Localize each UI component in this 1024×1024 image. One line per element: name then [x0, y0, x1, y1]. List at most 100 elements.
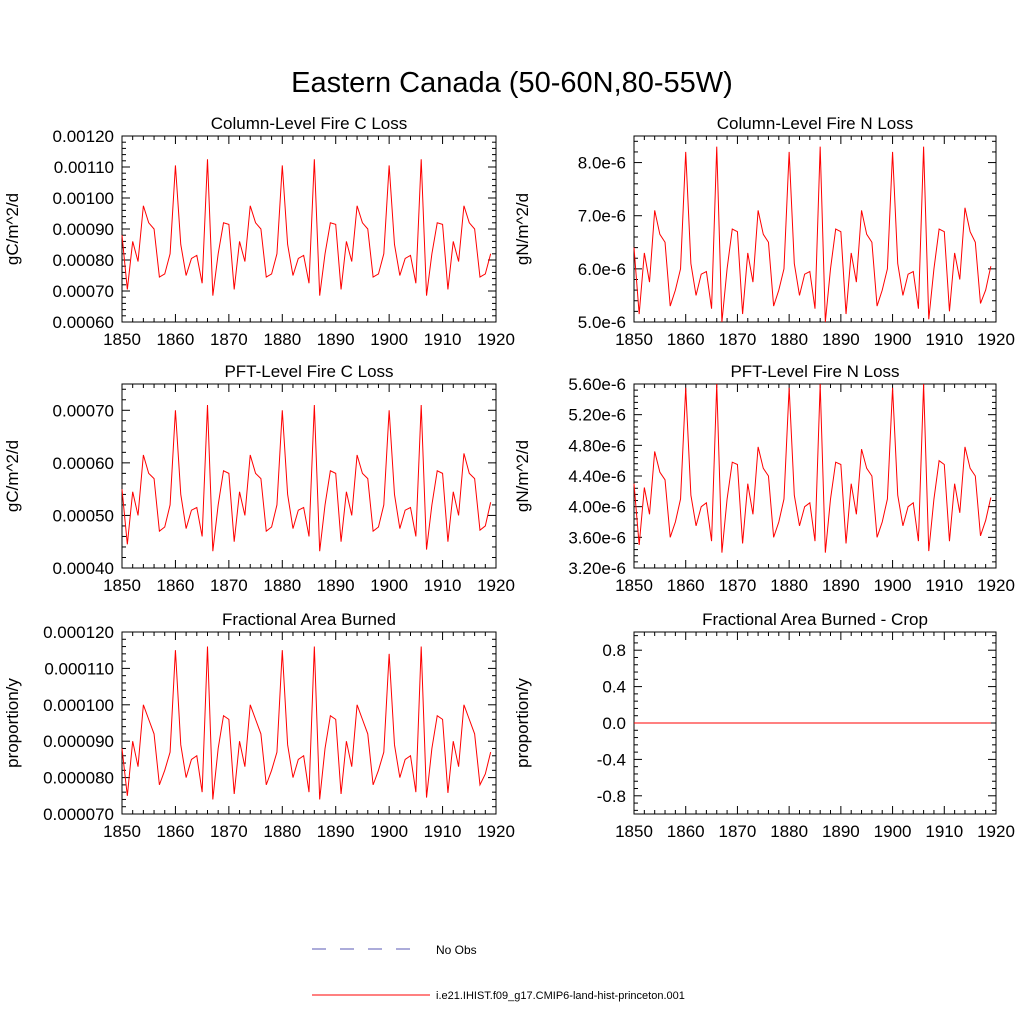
panel-3: PFT-Level Fire C Loss gC/m^2/d 1850 1860 187… [3, 362, 515, 595]
y-tick-label: 0.8 [602, 641, 626, 660]
x-tick-label: 1880 [263, 576, 301, 595]
y-tick-label: -0.4 [597, 750, 626, 769]
x-tick-label: 1900 [370, 330, 408, 349]
x-tick-label: 1910 [424, 330, 462, 349]
x-tick-label: 1900 [874, 330, 912, 349]
x-tick-label: 1920 [977, 822, 1015, 841]
y-tick-label: 0.000100 [43, 696, 114, 715]
y-tick-label: 0.000080 [43, 769, 114, 788]
y-tick-label: 0.00070 [53, 401, 114, 420]
y-tick-label: 0.000090 [43, 732, 114, 751]
panel-title: PFT-Level Fire C Loss [224, 362, 393, 381]
x-tick-label: 1920 [977, 330, 1015, 349]
series-line-1 [121, 159, 492, 296]
x-tick-label: 1890 [317, 822, 355, 841]
y-tick-label: -0.8 [597, 787, 626, 806]
x-tick-label: 1860 [667, 576, 705, 595]
y-axis-label: gN/m^2/d [513, 440, 532, 512]
panel-grid: Column-Level Fire C Loss gC/m^2/d 1850 1860… [3, 114, 1015, 841]
x-tick-label: 1850 [615, 330, 653, 349]
series-line-1 [633, 383, 992, 553]
x-tick-label: 1870 [210, 822, 248, 841]
panel-title: Column-Level Fire N Loss [717, 114, 914, 133]
x-tick-label: 1850 [103, 576, 141, 595]
x-tick-label: 1860 [667, 822, 705, 841]
x-tick-label: 1870 [210, 330, 248, 349]
plot-frame [121, 383, 497, 569]
plot-frame [633, 135, 997, 323]
y-tick-label: 0.00090 [53, 220, 114, 239]
x-tick-label: 1900 [874, 822, 912, 841]
x-tick-label: 1920 [977, 576, 1015, 595]
x-tick-label: 1870 [719, 576, 757, 595]
y-tick-label: 4.00e-6 [568, 498, 626, 517]
x-tick-label: 1900 [874, 576, 912, 595]
x-tick-label: 1910 [925, 576, 963, 595]
x-tick-label: 1910 [925, 330, 963, 349]
x-tick-label: 1870 [719, 330, 757, 349]
x-tick-label: 1910 [424, 576, 462, 595]
panel-6: Fractional Area Burned - Crop proportion/… [513, 610, 1015, 841]
y-tick-label: 0.00060 [53, 454, 114, 473]
y-tick-label: 5.20e-6 [568, 406, 626, 425]
y-tick-label: 0.0 [602, 714, 626, 733]
y-tick-label: 0.00120 [53, 127, 114, 146]
y-tick-label: 5.60e-6 [568, 375, 626, 394]
y-tick-label: 0.00110 [54, 158, 114, 177]
legend-model-label: i.e21.IHIST.f09_g17.CMIP6-land-hist-prin… [436, 990, 685, 1002]
y-tick-label: 0.00070 [53, 282, 114, 301]
panel-title: Fractional Area Burned - Crop [702, 610, 928, 629]
y-tick-label: 0.00040 [53, 559, 114, 578]
panel-4: PFT-Level Fire N Loss gN/m^2/d 1850 1860 187… [513, 362, 1015, 595]
plot-frame [121, 135, 497, 323]
y-axis-label: proportion/y [3, 678, 22, 768]
y-tick-label: 8.0e-6 [578, 154, 626, 173]
y-axis-label: proportion/y [513, 678, 532, 768]
x-tick-label: 1860 [157, 576, 195, 595]
panel-1: Column-Level Fire C Loss gC/m^2/d 1850 1860… [3, 114, 515, 349]
x-tick-label: 1890 [317, 576, 355, 595]
legend: No Obs i.e21.IHIST.f09_g17.CMIP6-land-hi… [312, 943, 685, 1002]
panel-title: Column-Level Fire C Loss [211, 114, 408, 133]
y-tick-label: 0.00060 [53, 313, 114, 332]
panel-title: Fractional Area Burned [222, 610, 396, 629]
x-tick-label: 1880 [770, 822, 808, 841]
x-tick-label: 1910 [925, 822, 963, 841]
panel-5: Fractional Area Burned proportion/y 1850 18… [3, 610, 515, 841]
x-tick-label: 1850 [615, 822, 653, 841]
figure-title: Eastern Canada (50-60N,80-55W) [291, 67, 733, 99]
x-tick-label: 1900 [370, 576, 408, 595]
y-tick-label: 7.0e-6 [578, 207, 626, 226]
series-line-1 [121, 405, 492, 552]
x-tick-label: 1860 [157, 822, 195, 841]
y-axis-label: gN/m^2/d [513, 193, 532, 265]
x-tick-label: 1890 [822, 576, 860, 595]
y-tick-label: 0.00080 [53, 251, 114, 270]
x-tick-label: 1870 [719, 822, 757, 841]
y-tick-label: 5.0e-6 [578, 313, 626, 332]
x-tick-label: 1910 [424, 822, 462, 841]
x-tick-label: 1860 [157, 330, 195, 349]
x-tick-label: 1850 [103, 330, 141, 349]
x-tick-label: 1860 [667, 330, 705, 349]
x-tick-label: 1920 [477, 822, 515, 841]
x-tick-label: 1880 [263, 330, 301, 349]
y-tick-label: 6.0e-6 [578, 260, 626, 279]
x-tick-label: 1920 [477, 330, 515, 349]
x-tick-label: 1900 [370, 822, 408, 841]
y-tick-label: 0.000110 [44, 659, 114, 678]
plot-frame [121, 631, 497, 815]
y-tick-label: 0.000070 [43, 805, 114, 824]
x-tick-label: 1920 [477, 576, 515, 595]
panel-title: PFT-Level Fire N Loss [730, 362, 899, 381]
y-tick-label: 0.00100 [53, 189, 114, 208]
x-tick-label: 1870 [210, 576, 248, 595]
x-tick-label: 1890 [317, 330, 355, 349]
x-tick-label: 1880 [770, 576, 808, 595]
y-tick-label: 0.000120 [43, 623, 114, 642]
x-tick-label: 1880 [263, 822, 301, 841]
y-tick-label: 3.60e-6 [568, 528, 626, 547]
y-axis-label: gC/m^2/d [3, 440, 22, 512]
y-tick-label: 4.80e-6 [568, 436, 626, 455]
